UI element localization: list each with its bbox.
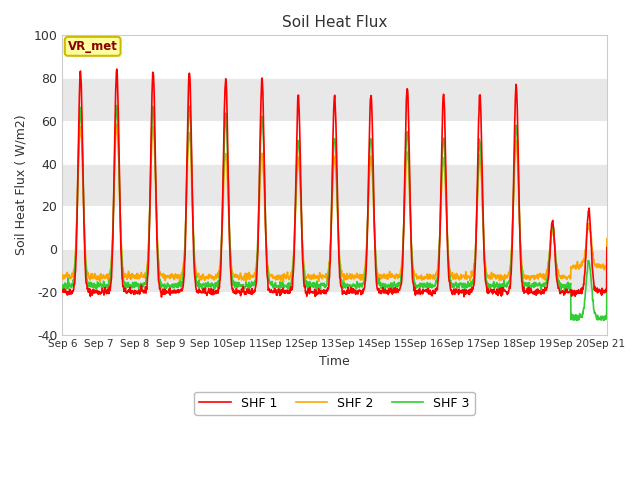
- SHF 2: [113, 121, 120, 127]
- Bar: [62, 78, 607, 121]
- SHF 3: [58, 286, 66, 292]
- SHF 1: [167, 288, 175, 294]
- Bar: [62, 36, 607, 78]
- Bar: [62, 164, 607, 206]
- Bar: [62, 206, 607, 249]
- X-axis label: Time: Time: [319, 355, 350, 368]
- Line: SHF 2: SHF 2: [62, 124, 607, 282]
- Bar: [62, 249, 607, 292]
- Title: Soil Heat Flux: Soil Heat Flux: [282, 15, 387, 30]
- SHF 3: [166, 283, 174, 289]
- SHF 2: [539, 276, 547, 281]
- SHF 3: [491, 286, 499, 291]
- SHF 1: [58, 288, 66, 294]
- SHF 1: [603, 245, 611, 251]
- SHF 3: [573, 318, 581, 324]
- SHF 2: [420, 276, 428, 282]
- Line: SHF 3: SHF 3: [62, 106, 607, 321]
- SHF 3: [241, 286, 248, 291]
- SHF 3: [539, 282, 547, 288]
- Legend: SHF 1, SHF 2, SHF 3: SHF 1, SHF 2, SHF 3: [195, 392, 475, 415]
- SHF 2: [241, 276, 248, 282]
- SHF 1: [180, 273, 188, 279]
- Text: VR_met: VR_met: [68, 40, 118, 53]
- SHF 1: [539, 287, 547, 293]
- Bar: [62, 292, 607, 335]
- SHF 1: [491, 288, 499, 294]
- SHF 1: [420, 287, 428, 293]
- Bar: [62, 121, 607, 164]
- Line: SHF 1: SHF 1: [62, 69, 607, 297]
- SHF 2: [166, 275, 174, 281]
- SHF 2: [58, 273, 66, 278]
- SHF 2: [180, 259, 188, 265]
- Y-axis label: Soil Heat Flux ( W/m2): Soil Heat Flux ( W/m2): [15, 115, 28, 255]
- SHF 1: [113, 66, 120, 72]
- SHF 3: [420, 284, 428, 290]
- SHF 2: [603, 236, 611, 241]
- SHF 3: [113, 103, 120, 108]
- SHF 3: [603, 279, 611, 285]
- SHF 3: [180, 265, 188, 271]
- SHF 1: [157, 294, 165, 300]
- SHF 2: [280, 279, 287, 285]
- SHF 1: [241, 288, 249, 294]
- SHF 2: [491, 272, 499, 277]
